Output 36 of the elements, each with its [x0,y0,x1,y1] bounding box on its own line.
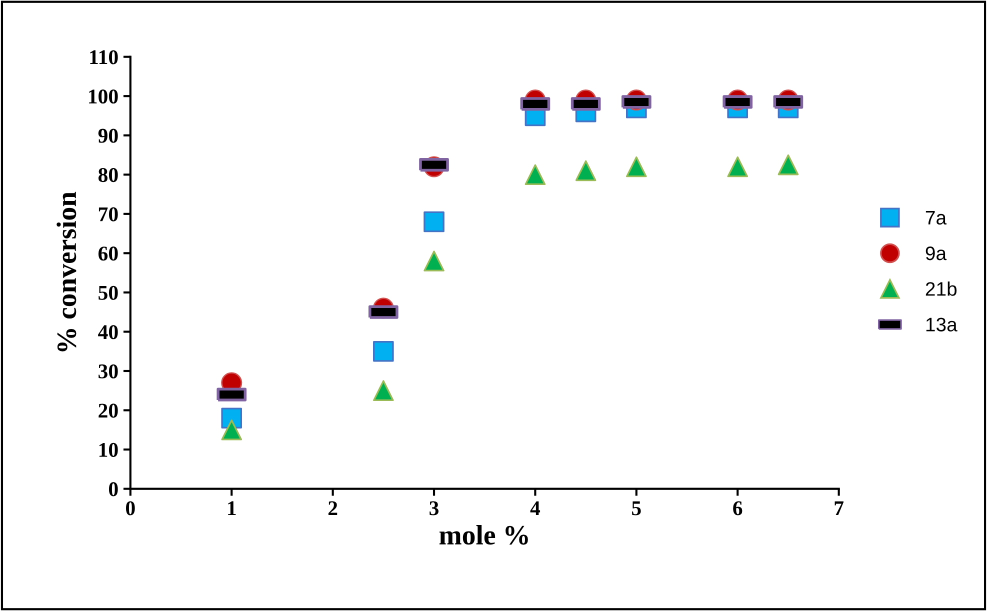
point [424,211,444,232]
y-tick-label: 30 [98,364,118,378]
legend-label: 13a [926,318,958,332]
y-tick-label: 60 [98,246,118,261]
y-tick-label: 100 [89,89,118,104]
x-tick-label: 3 [430,501,439,516]
legend-label: 21b [926,282,957,296]
legend-label: 7a [926,211,947,225]
y-tick-label: 70 [98,207,118,222]
point [575,160,596,182]
y-tick-label: 40 [98,325,118,340]
x-tick-label: 5 [632,501,641,516]
y-tick-label: 20 [98,404,118,418]
y-tick-label: 90 [98,128,118,143]
y-tick-label: 10 [99,442,118,457]
y-tick-label: 80 [98,168,118,182]
y-tick-label: 0 [108,482,118,496]
x-axis-title: mole % [439,525,528,545]
x-tick-label: 7 [834,501,844,516]
point [221,419,242,440]
x-tick-label: 1 [228,501,236,516]
y-tick-label: 110 [90,50,118,64]
x-tick-label: 4 [530,501,540,516]
legend-label: 9a [926,246,947,260]
point [727,156,748,178]
point [373,340,394,362]
x-tick-label: 0 [126,501,135,516]
y-tick-label: 50 [98,286,118,300]
x-tick-label: 2 [328,501,338,516]
y-axis-title: % conversion [56,192,76,352]
point [778,154,799,176]
x-tick-label: 6 [733,501,742,516]
point [373,380,394,402]
point [424,250,444,272]
point [524,164,546,186]
point [626,156,647,178]
